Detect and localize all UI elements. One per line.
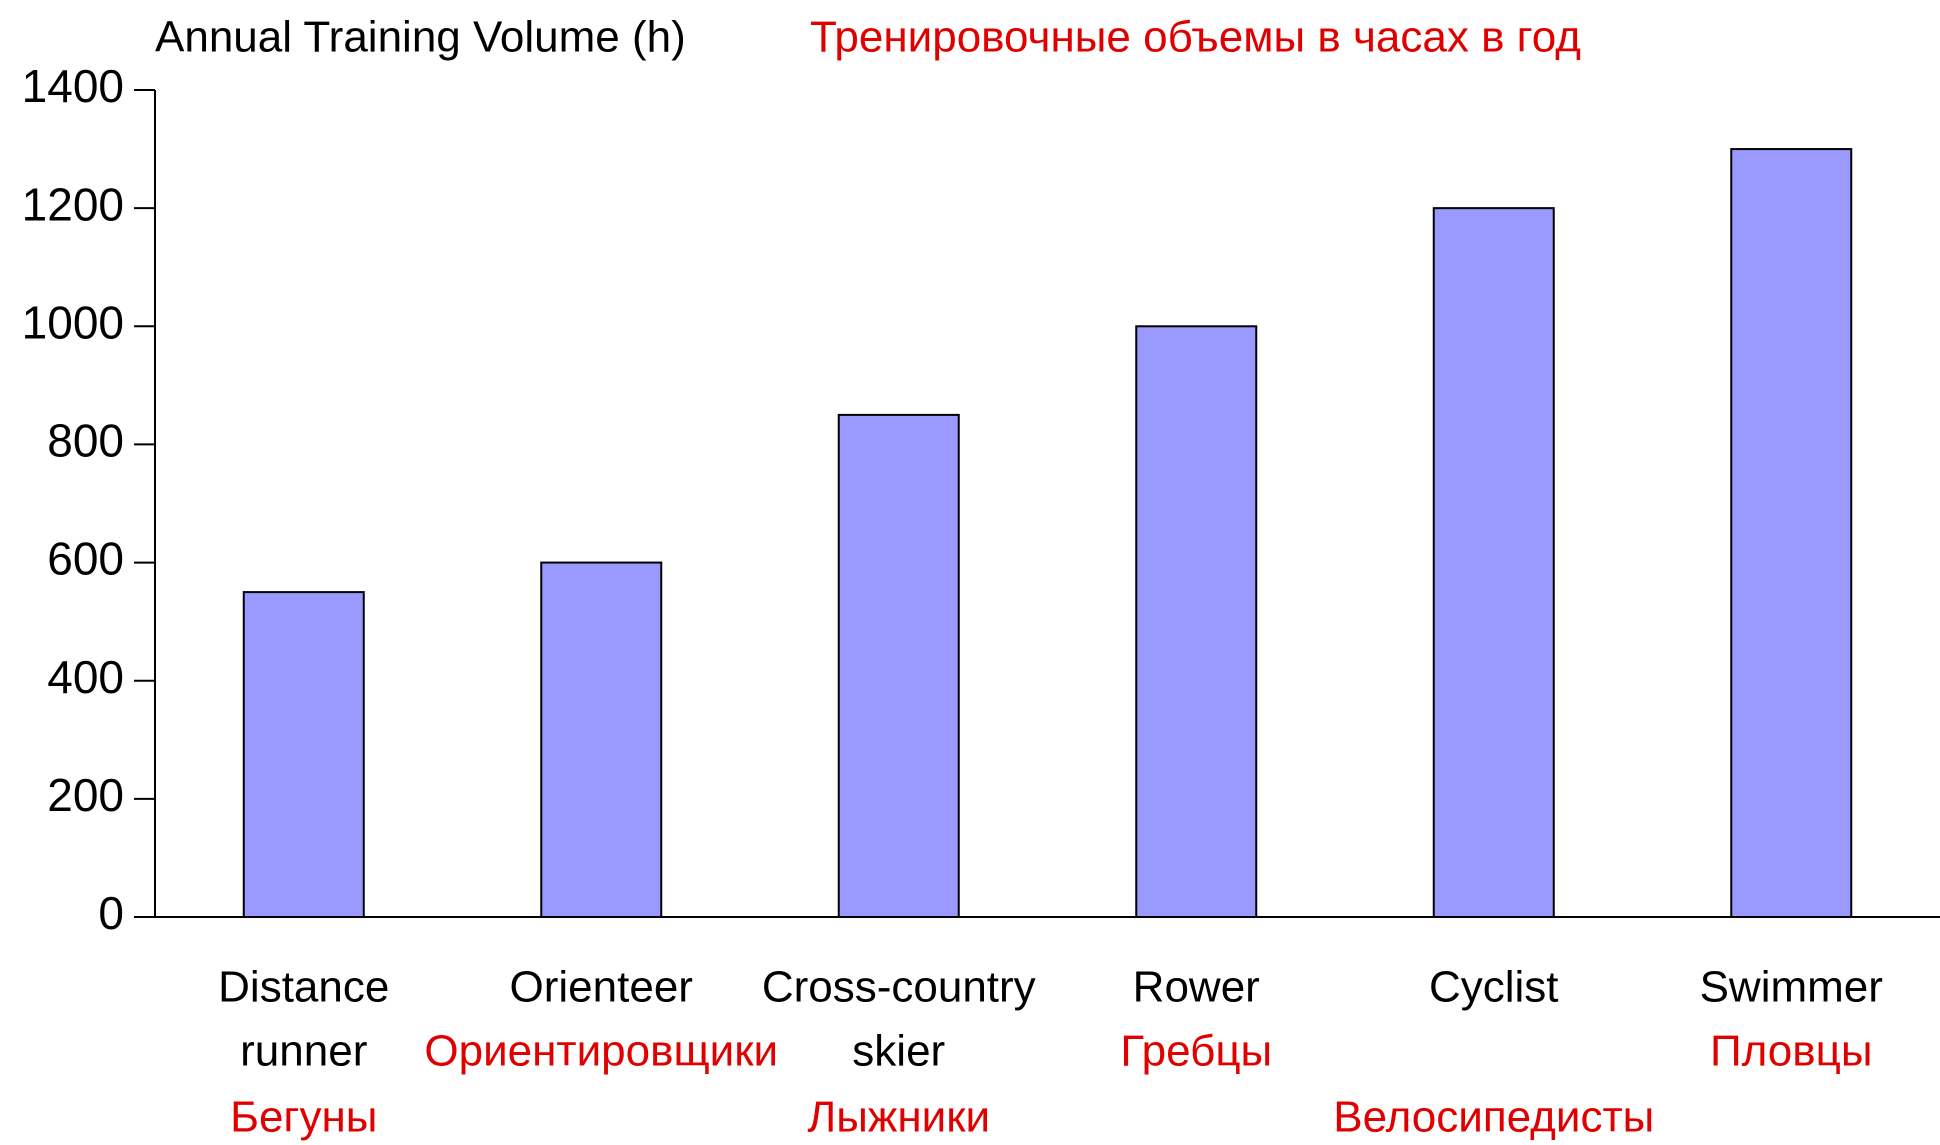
x-tick-label-ru: Велосипедисты — [1333, 1093, 1654, 1142]
x-tick-label-ru: Лыжники — [807, 1093, 990, 1142]
bar — [242, 591, 365, 918]
y-tick-label: 800 — [47, 415, 124, 467]
x-tick-label-ru: Бегуны — [230, 1093, 377, 1142]
x-tick-label: Rower — [1133, 963, 1260, 1012]
x-tick-label: Distance — [218, 963, 389, 1012]
y-tick-label: 1400 — [22, 60, 124, 112]
y-tick-label: 1000 — [22, 296, 124, 348]
x-tick-label: Cross-country — [762, 963, 1036, 1012]
x-tick-label: skier — [852, 1027, 945, 1076]
chart-subtitle: Тренировочные объемы в часах в год — [810, 13, 1581, 62]
x-tick-label: runner — [240, 1027, 367, 1076]
y-tick-label: 1200 — [22, 178, 124, 230]
y-tick-label: 400 — [47, 651, 124, 703]
y-tick-label: 600 — [47, 533, 124, 585]
bar — [1135, 325, 1258, 918]
x-tick-label-ru: Гребцы — [1120, 1027, 1272, 1076]
y-tick-label: 200 — [47, 769, 124, 821]
x-tick-label: Cyclist — [1429, 963, 1559, 1012]
y-tick-label: 0 — [98, 887, 124, 939]
chart-title: Annual Training Volume (h) — [155, 13, 686, 62]
bar — [1432, 207, 1555, 918]
x-tick-label-ru: Пловцы — [1710, 1027, 1872, 1076]
x-tick-label-ru: Ориентировщики — [424, 1027, 778, 1076]
x-tick-label: Swimmer — [1700, 963, 1883, 1012]
bar — [837, 413, 960, 918]
x-tick-label: Orienteer — [510, 963, 693, 1012]
bar — [540, 561, 663, 918]
bar — [1730, 148, 1853, 919]
